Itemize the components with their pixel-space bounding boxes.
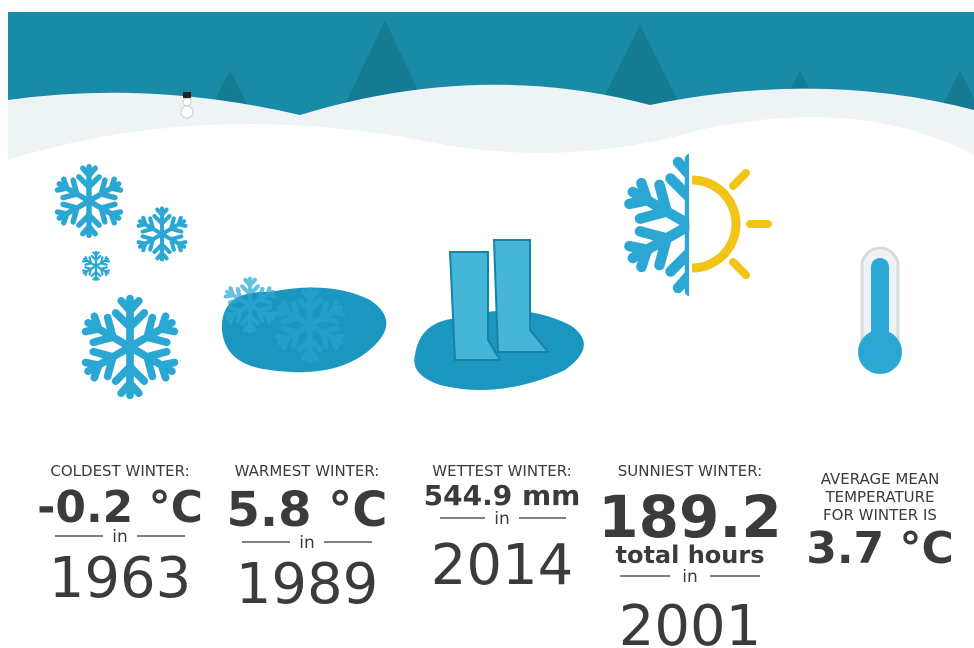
stat-year: 2001 [619, 594, 762, 648]
stat-value: 3.7 °C [806, 523, 954, 574]
stat-label: FOR WINTER IS [823, 506, 937, 524]
stat-label: AVERAGE MEAN [821, 470, 940, 488]
stat-label: WARMEST WINTER: [235, 462, 380, 480]
stat-unit: total hours [616, 541, 765, 569]
stat-label: COLDEST WINTER: [50, 462, 189, 480]
stat-value: 5.8 °C [227, 482, 388, 538]
stat-year: 1963 [49, 546, 192, 611]
page: {"stats": [ {"label": "COLDEST WINTER:",… [0, 0, 974, 648]
stat-value: -0.2 °C [37, 482, 203, 533]
stat-connector: in [682, 567, 698, 587]
thermometer-icon [858, 248, 902, 374]
stat-connector: in [494, 509, 510, 529]
stat-label: WETTEST WINTER: [432, 462, 571, 480]
stat-year: 1989 [236, 552, 379, 617]
stat-connector: in [299, 533, 315, 553]
stat-label: TEMPERATURE [824, 488, 934, 506]
stat-value: 544.9 mm [424, 479, 581, 512]
infographic: COLDEST WINTER: -0.2 °C in 1963 WARMEST … [0, 0, 974, 648]
stat-year: 2014 [431, 533, 574, 598]
stat-connector: in [112, 527, 128, 547]
stat-label: SUNNIEST WINTER: [618, 462, 762, 480]
